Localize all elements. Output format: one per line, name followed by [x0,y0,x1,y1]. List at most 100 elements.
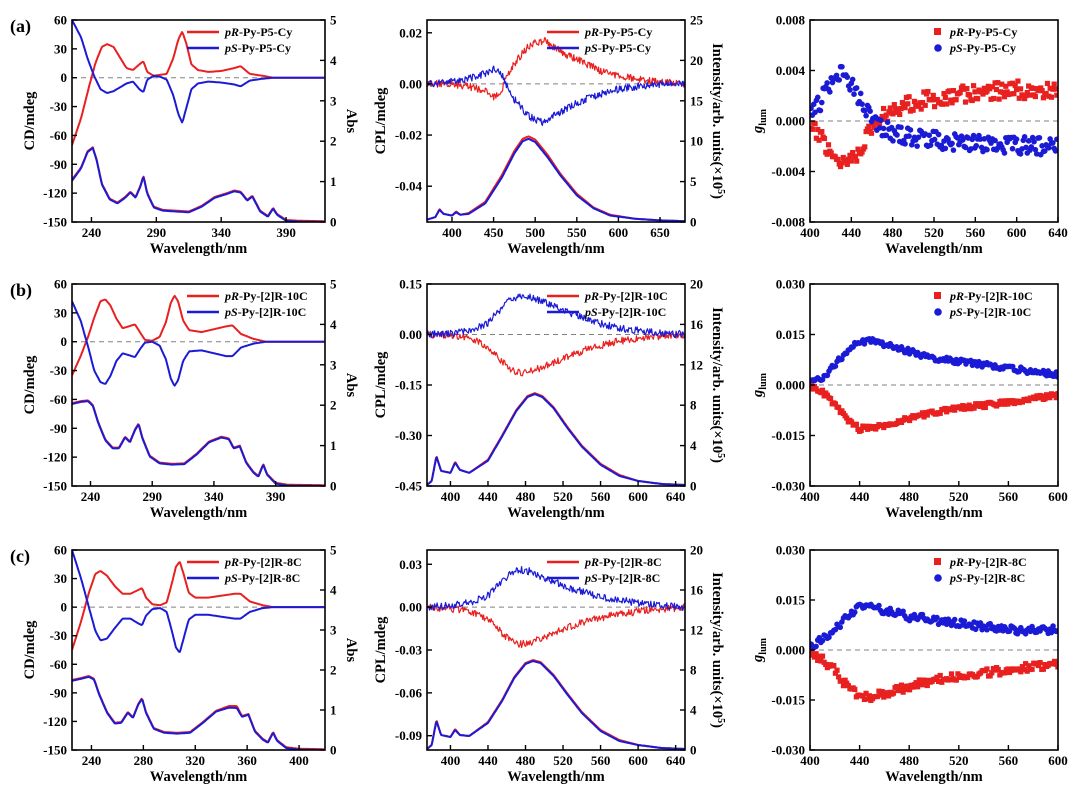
data-point-circle [839,356,845,363]
y-tick-label: 0.008 [776,13,806,28]
y-tick-label: -0.004 [771,164,805,179]
data-point-circle [1053,369,1058,375]
y-tick-label: 0.000 [776,114,805,129]
legend-label: pR-Py-P5-Cy [584,25,652,39]
data-point-square [997,89,1004,95]
data-point-square [919,99,926,106]
data-point-circle [934,614,940,621]
data-point-circle [931,136,938,143]
data-point-circle [1041,148,1048,154]
data-point-square [823,661,829,668]
data-point-square [987,673,993,679]
data-point-circle [1054,136,1058,143]
y2-tick-label: 4 [330,53,337,68]
data-point-square [934,97,940,103]
scatter-series [810,649,1058,704]
y2-tick-label: 0 [330,215,337,230]
data-point-square [854,158,860,164]
data-point-square [828,150,834,156]
data-point-square [1015,78,1021,84]
data-point-square [1032,396,1038,402]
data-point-square [1018,669,1024,675]
y2-tick-label: 10 [690,134,703,149]
data-point-square [861,696,868,703]
data-point-square [980,91,986,97]
data-point-square [924,412,930,418]
series-line [72,300,325,387]
y-tick-label: -0.06 [395,685,423,700]
data-point-circle [890,138,896,144]
y-tick-label: -60 [50,392,67,407]
data-point-square [1040,666,1046,672]
data-point-square [894,420,900,427]
data-point-square [948,407,955,413]
data-point-square [900,689,906,695]
x-tick-label: 480 [883,225,903,240]
data-point-square [866,693,872,699]
plot-frame [71,283,326,487]
y-tick-label: -0.09 [395,728,423,743]
plot-frame [71,549,326,751]
y2-tick-label: 2 [330,134,337,149]
data-point-square [881,424,887,431]
y-tick-label: -60 [50,128,67,143]
data-point-square [916,677,922,683]
data-point-square [1002,401,1008,407]
x-axis-title: Wavelength/nm [885,505,982,521]
data-point-circle [902,141,908,147]
data-point-square [995,401,1001,408]
data-point-circle [818,99,825,106]
data-point-square [877,692,884,698]
legend-label: pR-Py-[2]R-8C [584,555,662,569]
data-point-circle [915,134,922,141]
y-axis-title: glum [750,637,769,663]
data-point-square [879,113,885,120]
y-tick-label: 0.030 [776,277,805,292]
data-point-square [836,404,842,410]
data-point-square [923,678,929,684]
x-tick-label: 650 [650,225,670,240]
chart-legend: pR-Py-[2]R-8C pS-Py-[2]R-8C [934,555,1027,585]
data-point-square [813,135,820,141]
data-point-square [1026,663,1032,669]
data-point-square [1013,86,1020,93]
data-point-circle [824,80,830,86]
data-point-circle [1050,140,1056,146]
data-point-square [840,154,846,161]
x-tick-label: 560 [999,753,1019,768]
y2-axis-title: Abs [343,373,359,398]
data-point-square [886,109,892,115]
y-tick-label: 0.00 [399,327,422,342]
data-point-square [966,92,973,98]
data-point-square [975,96,981,102]
data-point-circle [826,634,832,641]
chart-c-cpl: 400 440 480 520 560 600 640-0.09-0.06-0.030.00… [373,543,726,786]
legend-label: pS-Py-[2]R-10C [584,305,666,319]
data-point-square [950,88,957,94]
data-point-circle [853,85,860,91]
data-point-square [831,662,837,669]
data-point-square [815,126,821,133]
x-tick-label: 340 [211,225,231,240]
data-point-square [1054,92,1058,98]
data-point-circle [883,132,890,139]
y-tick-label: -30 [50,628,67,643]
data-point-circle [935,131,942,138]
data-point-square [848,158,854,164]
data-point-square [917,100,923,106]
data-point-square [1052,86,1058,92]
data-point-square [1044,80,1051,87]
data-point-square [902,686,908,692]
x-tick-label: 450 [484,225,504,240]
data-point-square [1016,95,1022,101]
data-point-square [944,101,950,107]
data-point-square [821,135,828,142]
data-point-square [895,106,901,113]
data-point-square [819,653,826,659]
data-point-square [880,105,887,112]
legend-label: pS-Py-[2]R-10C [949,305,1031,319]
data-point-square [1024,90,1030,96]
data-point-square [846,156,852,162]
data-point-square [1046,93,1052,99]
data-point-square [818,658,824,664]
